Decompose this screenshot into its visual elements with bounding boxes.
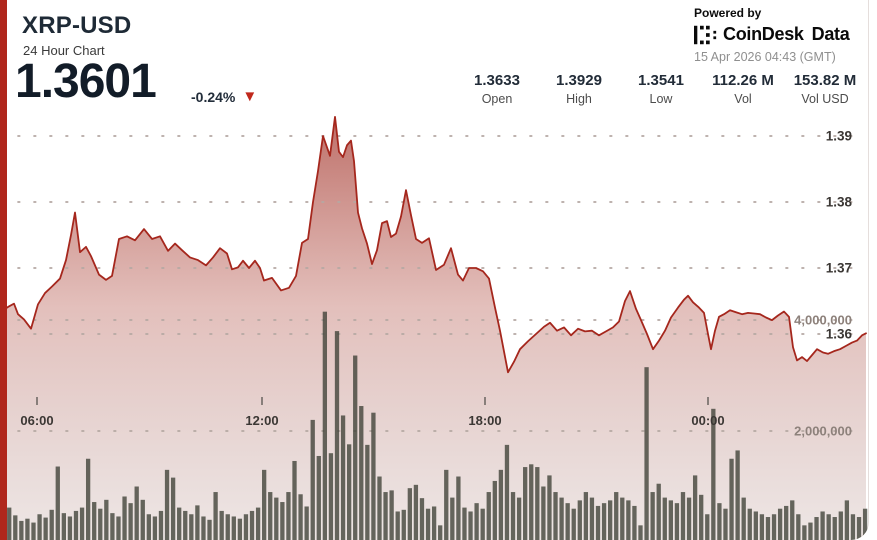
- stat-label: Low: [649, 92, 673, 106]
- stat-high: 1.3929 High: [538, 72, 620, 106]
- stat-value: 1.3929: [556, 72, 602, 89]
- stat-label: High: [566, 92, 592, 106]
- stat-vol: 112.26 M Vol: [702, 72, 784, 106]
- chart-subtitle: 24 Hour Chart: [23, 43, 105, 58]
- stat-label: Open: [481, 92, 513, 106]
- time-tick-label: 00:00: [691, 413, 724, 428]
- time-tick-label: 12:00: [245, 413, 278, 428]
- stat-label: Vol: [734, 92, 752, 106]
- ohlc-stats-row: 1.3633 Open 1.3929 High 1.3541 Low 112.2…: [456, 72, 866, 106]
- volume-tick-label: 2,000,000: [794, 424, 852, 439]
- volume-bars: [1, 311, 868, 540]
- brand-name: CoinDesk: [723, 24, 804, 44]
- down-arrow-icon: ▼: [242, 87, 258, 105]
- stat-open: 1.3633 Open: [456, 72, 538, 106]
- powered-by-block: Powered by CoinDesk Data 15 Apr 2026 04:…: [694, 6, 850, 64]
- stat-low: 1.3541 Low: [620, 72, 702, 106]
- price-tick-label: 1.39: [826, 129, 852, 144]
- last-price: 1.3601: [15, 55, 157, 108]
- time-axis: 06:00 12:00 18:00 00:00: [20, 397, 725, 428]
- price-tick-label: 1.37: [826, 261, 852, 276]
- powered-by-label: Powered by: [694, 6, 762, 20]
- stat-vol-usd: 153.82 M Vol USD: [784, 72, 866, 106]
- stat-value: 153.82 M: [793, 72, 857, 89]
- stat-value: 1.3541: [638, 72, 684, 89]
- brand-suffix: Data: [811, 24, 850, 44]
- stat-value: 112.26 M: [712, 72, 774, 89]
- coindesk-logo-icon: [694, 25, 717, 44]
- price-change: -0.24% ▼: [191, 87, 258, 106]
- symbol-title: XRP-USD: [22, 12, 132, 39]
- price-tick-label: 1.36: [826, 327, 853, 342]
- price-line: [0, 115, 867, 374]
- price-area-fill: [0, 116, 866, 540]
- chart-timestamp: 15 Apr 2026 04:43 (GMT): [694, 50, 836, 64]
- gridlines: [1, 135, 864, 432]
- time-tick-label: 06:00: [20, 413, 53, 428]
- stat-value: 1.3633: [474, 72, 520, 89]
- price-tick-label: 1.38: [826, 195, 853, 210]
- time-tick-label: 18:00: [468, 413, 501, 428]
- stat-label: Vol USD: [801, 92, 849, 106]
- value-axis: 4,000,000 2,000,000 1.39 1.38 1.37 1.36: [794, 129, 852, 439]
- volume-tick-label: 4,000,000: [794, 313, 852, 328]
- coindesk-brand[interactable]: CoinDesk Data: [694, 24, 850, 45]
- change-percent: -0.24%: [191, 89, 236, 105]
- left-spine: [0, 0, 7, 540]
